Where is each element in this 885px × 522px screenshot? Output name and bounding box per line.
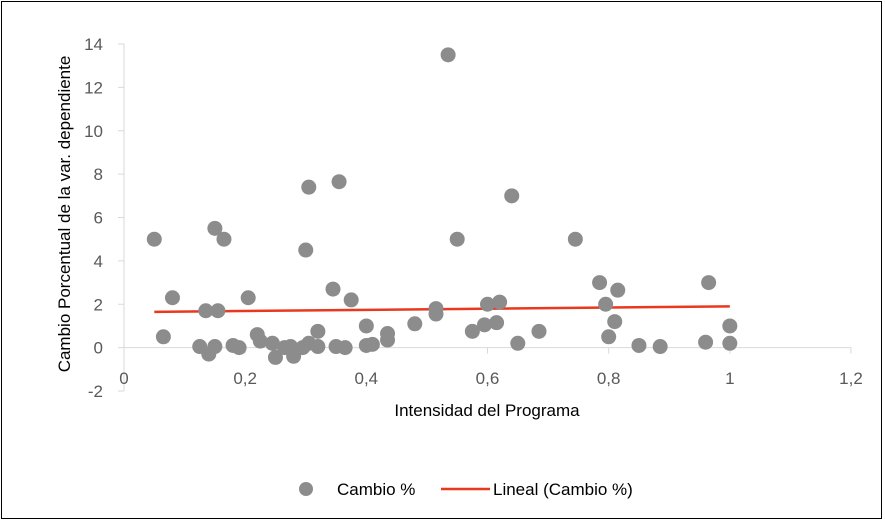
scatter-point [567, 231, 583, 247]
scatter-point [325, 281, 341, 297]
scatter-point [592, 275, 608, 291]
scatter-point [155, 329, 171, 345]
y-tick-label: 10 [84, 122, 103, 141]
scatter-point [207, 220, 223, 236]
x-tick-label: 1,2 [839, 369, 863, 388]
legend-label-lineal: Lineal (Cambio %) [493, 480, 633, 499]
scatter-point [331, 174, 347, 190]
scatter-point [343, 292, 359, 308]
x-tick-label: 0,8 [597, 369, 621, 388]
y-tick-label: 8 [94, 165, 103, 184]
scatter-point [722, 335, 738, 351]
scatter-point [164, 290, 180, 306]
y-tick-label: 6 [94, 209, 103, 228]
scatter-point [310, 323, 326, 339]
y-tick-label: 4 [94, 252, 103, 271]
scatter-point [504, 188, 520, 204]
scatter-point [310, 339, 326, 355]
legend: Cambio % Lineal (Cambio %) [299, 480, 633, 499]
y-tick-label: -2 [88, 382, 103, 401]
scatter-point [364, 336, 380, 352]
scatter-point [146, 231, 162, 247]
scatter-point [722, 318, 738, 334]
scatter-point [407, 316, 423, 332]
scatter-point [337, 340, 353, 356]
scatter-point [464, 323, 480, 339]
points-layer [146, 47, 738, 365]
scatter-point [380, 326, 396, 342]
scatter-point [301, 179, 317, 195]
scatter-point [267, 349, 283, 365]
scatter-point [701, 275, 717, 291]
scatter-point [198, 303, 214, 319]
scatter-point [216, 231, 232, 247]
scatter-point [428, 301, 444, 317]
x-tick-label: 0 [119, 369, 128, 388]
scatter-point [531, 323, 547, 339]
scatter-point [489, 315, 505, 331]
scatter-point [631, 337, 647, 353]
scatter-point [358, 318, 374, 334]
scatter-point [252, 333, 268, 349]
legend-label-cambio: Cambio % [337, 480, 415, 499]
scatter-point [210, 303, 226, 319]
y-tick-label: 0 [94, 339, 103, 358]
x-axis-title: Intensidad del Programa [394, 401, 580, 420]
scatter-point [607, 314, 623, 330]
y-tick-label: 14 [84, 35, 103, 54]
scatter-point [698, 334, 714, 350]
legend-marker-cambio [299, 482, 313, 496]
y-tick-label: 2 [94, 295, 103, 314]
x-tick-label: 0,2 [233, 369, 257, 388]
scatter-point [480, 296, 495, 312]
axes [118, 43, 852, 392]
x-tick-label: 1 [725, 369, 734, 388]
scatter-point [492, 294, 508, 310]
scatter-point [610, 282, 626, 298]
x-tick-label: 0,6 [476, 369, 500, 388]
scatter-point [207, 339, 223, 355]
scatter-point [598, 296, 614, 312]
scatter-point [476, 317, 492, 333]
scatter-point [652, 339, 668, 355]
scatter-point [298, 242, 314, 258]
scatter-point [510, 335, 526, 351]
x-tick-label: 0,4 [355, 369, 379, 388]
scatter-point [240, 290, 256, 306]
scatter-point [449, 231, 465, 247]
scatter-point [264, 335, 280, 351]
scatter-point [440, 47, 456, 63]
scatter-point [601, 329, 617, 345]
y-axis-title: Cambio Porcentual de la var. dependiente [55, 56, 74, 373]
y-tick-label: 12 [84, 78, 103, 97]
tick-labels: 0 0,2 0,4 0,6 0,8 1 1,2 -2 0 2 4 6 8 10 12 14 [84, 35, 863, 401]
scatter-point [231, 340, 247, 356]
